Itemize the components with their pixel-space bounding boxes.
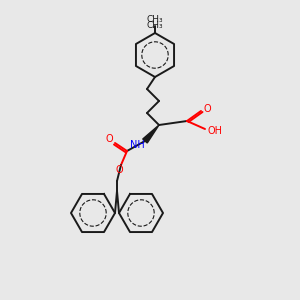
Polygon shape <box>143 125 159 143</box>
Text: NH: NH <box>130 140 144 150</box>
Text: O: O <box>203 104 211 114</box>
Text: CH₃: CH₃ <box>147 16 163 25</box>
Text: O: O <box>115 165 123 175</box>
Text: O: O <box>105 134 113 144</box>
Text: CH₃: CH₃ <box>147 20 163 29</box>
Text: OH: OH <box>208 126 223 136</box>
